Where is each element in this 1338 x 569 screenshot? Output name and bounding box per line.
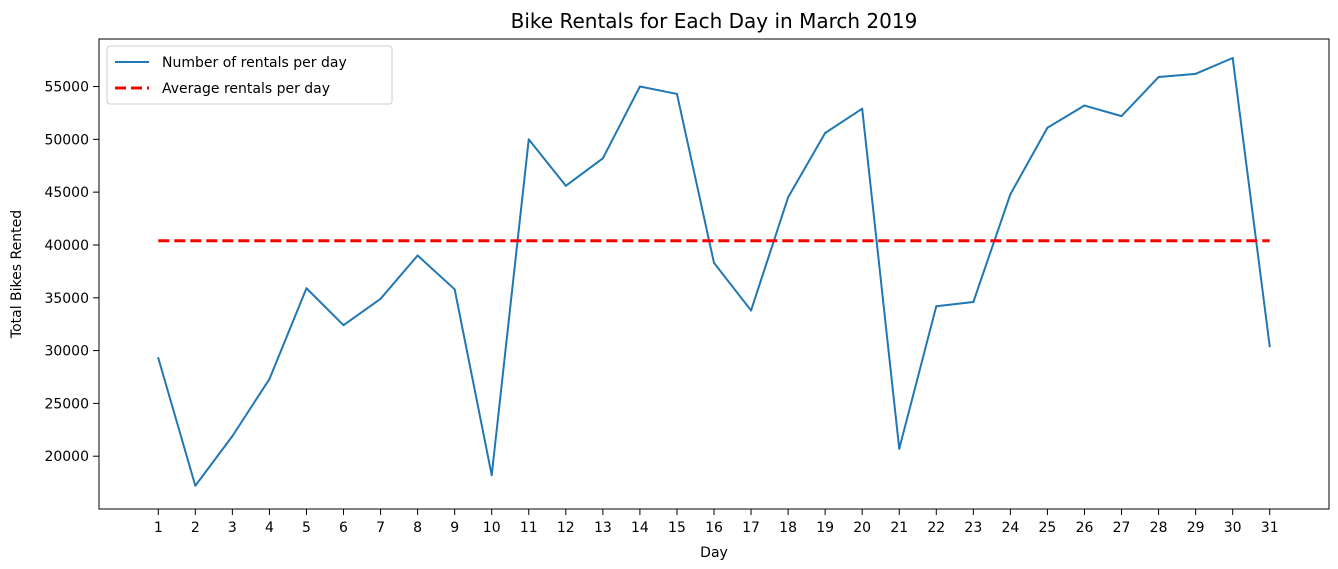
x-tick-label: 28 [1150,520,1168,536]
rentals-point [1120,115,1123,118]
x-tick-label: 18 [779,520,797,536]
legend-label-rentals: Number of rentals per day [162,55,347,71]
x-tick-label: 29 [1187,520,1205,536]
y-tick-label: 20000 [44,449,89,465]
rentals-point [861,107,864,110]
x-tick-label: 14 [631,520,649,536]
rentals-point [972,300,975,303]
x-tick-label: 27 [1113,520,1131,536]
y-tick-label: 30000 [44,344,89,360]
x-tick-label: 7 [376,520,385,536]
rentals-point [713,261,715,264]
rentals-point [898,447,901,450]
y-tick-label: 55000 [44,80,89,96]
x-tick-label: 3 [228,520,237,536]
x-tick-label: 5 [302,520,311,536]
legend-box [106,45,393,105]
rentals-point [379,297,382,300]
rentals-point [675,92,678,95]
rentals-point [1268,345,1271,348]
x-tick-label: 21 [890,520,908,536]
x-tick-label: 13 [594,520,612,536]
rentals-point [527,138,530,141]
x-tick-label: 15 [668,520,686,536]
plot-frame [98,38,1330,510]
rentals-point [564,184,567,187]
rentals-point [268,378,271,381]
y-tick-label: 45000 [44,185,89,201]
x-tick-label: 22 [927,520,945,536]
rentals-point [157,356,160,359]
rentals-point [416,254,419,257]
x-tick-label: 11 [520,520,538,536]
rentals-point [1009,193,1012,196]
rentals-line [157,57,1271,487]
rentals-point [194,484,197,487]
x-tick-label: 19 [816,520,834,536]
rentals-point [824,132,827,134]
rentals-point [1157,76,1160,79]
rentals-point [601,157,604,160]
x-tick-label: 12 [557,520,575,536]
rentals-point [1194,72,1197,75]
x-axis-label: Day [700,545,728,561]
x-tick-label: 10 [483,520,501,536]
rentals-point [342,324,345,327]
rentals-point [231,435,234,438]
x-tick-label: 26 [1076,520,1094,536]
x-tick-label: 25 [1039,520,1057,536]
rentals-point [638,85,641,88]
y-tick-label: 50000 [44,132,89,148]
y-tick-label: 40000 [44,238,89,254]
y-axis: 20000 25000 30000 35000 40000 45000 50000 55000 [44,80,99,465]
x-tick-label: 1 [154,520,163,536]
y-tick-label: 25000 [44,396,89,412]
x-tick-label: 17 [742,520,760,536]
x-tick-label: 8 [413,520,422,536]
y-tick-label: 35000 [44,291,89,307]
x-tick-label: 30 [1224,520,1242,536]
rentals-point [750,309,753,312]
rentals-point [490,474,493,477]
x-tick-label: 23 [964,520,982,536]
y-axis-label: Total Bikes Rented [9,210,25,339]
rentals-point [1083,104,1086,107]
legend: Number of rentals per day Average rental… [106,45,393,105]
x-tick-label: 9 [450,520,459,536]
x-tick-label: 16 [705,520,723,536]
x-tick-label: 20 [853,520,871,536]
series-layer [157,57,1271,487]
x-tick-label: 4 [265,520,274,536]
rentals-point [305,287,308,290]
plot-area [98,38,1330,510]
chart-title: Bike Rentals for Each Day in March 2019 [511,9,918,33]
x-tick-label: 31 [1261,520,1279,536]
rentals-point [935,305,938,308]
x-axis: 1 2 3 4 5 6 7 8 9 10 11 12 13 14 15 16 17 18 19 20 21 22 23 24 2… [154,509,1279,536]
rentals-point [787,196,790,199]
rentals-point [453,288,456,291]
legend-label-average: Average rentals per day [162,81,330,97]
x-tick-label: 6 [339,520,348,536]
x-tick-label: 2 [191,520,200,536]
x-tick-label: 24 [1001,520,1019,536]
rentals-point [1046,126,1049,129]
rentals-point [1231,57,1234,60]
